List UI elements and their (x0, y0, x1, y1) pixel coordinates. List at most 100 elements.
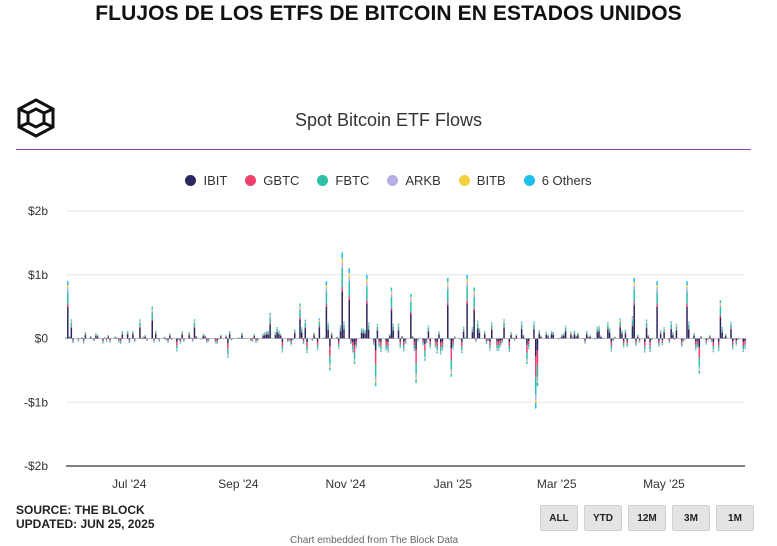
flow-bar-segment (378, 340, 380, 344)
flow-bar-segment (680, 345, 683, 347)
range-button-12m[interactable]: 12M (628, 505, 666, 531)
flow-bar-segment (265, 334, 268, 339)
flow-bar-segment (550, 331, 553, 332)
flow-bar-segment (429, 346, 431, 348)
flow-bar-segment (121, 334, 124, 335)
flow-bar-segment (376, 329, 379, 331)
flow-bar-segment (471, 328, 474, 330)
flow-bar-segment (206, 338, 208, 340)
flow-bar-segment (696, 343, 699, 346)
flow-bar-segment (267, 332, 270, 335)
flow-bar-segment (329, 356, 331, 364)
flow-bar-segment (473, 293, 475, 297)
flow-bar-segment (330, 333, 333, 334)
flow-bar-segment (598, 326, 600, 328)
flow-bar-segment (436, 346, 438, 351)
flow-bar-segment (316, 344, 319, 348)
flow-bar-segment (422, 338, 424, 341)
flow-bar-segment (712, 350, 715, 352)
flow-bar-segment (151, 319, 153, 321)
flow-bar-segment (561, 335, 563, 337)
flow-bar-segment (155, 331, 157, 333)
chart-title: Spot Bitcoin ETF Flows (294, 110, 483, 130)
flow-bar-segment (466, 274, 468, 280)
flow-bar-segment (668, 342, 671, 343)
legend-item-ibit[interactable]: IBIT (185, 173, 227, 188)
flow-bar-segment (176, 341, 178, 346)
range-button-all[interactable]: ALL (540, 505, 578, 531)
range-button-3m[interactable]: 3M (672, 505, 710, 531)
flow-bar-segment (735, 338, 738, 341)
flow-bar-segment (206, 341, 208, 343)
flow-bar-segment (318, 320, 321, 323)
flow-bar-segment (315, 337, 317, 339)
flow-bar-segment (269, 316, 271, 318)
legend-item-fbtc[interactable]: FBTC (317, 173, 369, 188)
flow-bar-segment (228, 330, 231, 332)
flow-bar-segment (67, 281, 69, 286)
flow-bar-segment (200, 338, 203, 340)
flow-bar-segment (70, 321, 73, 323)
flow-bar-segment (276, 327, 278, 328)
flow-bar-segment (621, 333, 623, 335)
flow-bar-segment (672, 333, 674, 335)
flow-bar-segment (301, 328, 303, 330)
flow-bar-segment (318, 322, 321, 327)
flow-bar-segment (573, 331, 576, 333)
flow-bar-segment (181, 332, 183, 335)
flow-bar-segment (570, 332, 572, 335)
legend-item-arkb[interactable]: ARKB (387, 173, 441, 188)
flow-bar-segment (534, 338, 537, 357)
flow-bar-segment (686, 306, 688, 339)
flow-bar-segment (585, 334, 588, 339)
flow-bar-segment (439, 351, 442, 353)
flow-bar-segment (633, 282, 635, 286)
flow-bar-segment (659, 330, 662, 331)
flow-bar-segment (404, 338, 407, 340)
flow-bar-segment (230, 339, 233, 340)
flow-bar-segment (366, 286, 368, 301)
flow-bar-segment (286, 340, 289, 342)
flow-bar-segment (476, 320, 479, 322)
legend-item-gbtc[interactable]: GBTC (245, 173, 299, 188)
range-button-ytd[interactable]: YTD (584, 505, 622, 531)
flow-bar-segment (397, 323, 400, 325)
flow-bar-segment (411, 337, 414, 338)
range-button-1m[interactable]: 1M (716, 505, 754, 531)
legend-item-bitb[interactable]: BITB (458, 173, 506, 188)
flow-bar-segment (82, 339, 85, 342)
flow-bar-segment (401, 335, 403, 337)
flow-bar-segment (526, 352, 528, 359)
flow-bar-segment (366, 274, 368, 280)
flow-bar-segment (410, 299, 412, 302)
flow-bar-segment (311, 340, 314, 342)
flow-bar-segment (327, 328, 329, 330)
flow-bar-segment (181, 331, 183, 332)
legend-item-6-others[interactable]: 6 Others (523, 173, 592, 188)
flow-bar-segment (218, 338, 220, 340)
flow-bar-segment (139, 321, 141, 323)
flow-bar-segment (656, 306, 658, 339)
flow-bar-segment (290, 340, 292, 343)
flow-bar-segment (193, 321, 196, 323)
flow-bar-segment (364, 330, 366, 331)
flow-bar-segment (195, 335, 197, 337)
flow-bar-segment (645, 328, 648, 339)
flow-bar-segment (680, 345, 683, 346)
flow-bar-segment (490, 328, 493, 330)
flow-bar-segment (439, 352, 442, 354)
flow-bar-segment (72, 342, 74, 344)
flow-bar-segment (278, 332, 280, 334)
flow-bar-segment (461, 346, 463, 351)
flow-bar-segment (380, 341, 382, 346)
flow-bar-segment (533, 323, 535, 325)
flow-bar-segment (214, 342, 217, 344)
flow-bar-segment (311, 339, 314, 341)
flow-bar-segment (385, 349, 387, 351)
flow-bar-segment (118, 339, 120, 341)
flow-bar-segment (306, 338, 308, 343)
flow-bar-segment (475, 338, 477, 340)
flow-bar-segment (670, 323, 672, 325)
flow-bar-segment (589, 336, 592, 339)
flow-bar-segment (399, 343, 402, 347)
